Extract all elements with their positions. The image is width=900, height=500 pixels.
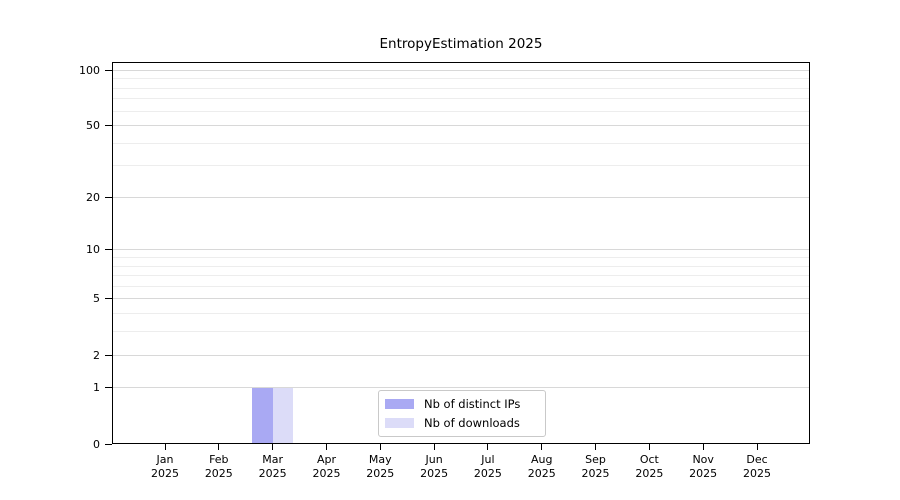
- y-tick-label: 50: [86, 119, 100, 133]
- y-gridline-minor: [112, 165, 810, 167]
- x-tick-label-may: May 2025: [348, 453, 412, 480]
- y-gridline-minor: [112, 110, 810, 112]
- x-tick-mark: [218, 444, 220, 450]
- y-gridline-major: [112, 387, 810, 389]
- x-tick-month: Oct: [639, 453, 659, 466]
- x-tick-mark: [702, 444, 704, 450]
- y-gridline-major: [112, 298, 810, 300]
- x-tick-mark: [433, 444, 435, 450]
- x-tick-year: 2025: [420, 466, 449, 480]
- x-tick-mark: [541, 444, 543, 450]
- x-tick-year: 2025: [258, 466, 287, 480]
- x-tick-year: 2025: [151, 466, 179, 480]
- x-tick-month: Jan: [156, 453, 174, 466]
- legend-item-distinct-ips: Nb of distinct IPs: [385, 395, 537, 413]
- x-tick-label-sep: Sep 2025: [564, 453, 628, 480]
- y-gridline-major: [112, 197, 810, 199]
- y-tick-label: 5: [93, 292, 100, 306]
- y-gridline-minor: [112, 257, 810, 259]
- x-tick-month: Aug: [530, 453, 553, 466]
- x-tick-label-feb: Feb 2025: [187, 453, 251, 480]
- x-tick-month: Jun: [425, 453, 443, 466]
- legend: Nb of distinct IPs Nb of downloads: [378, 390, 546, 437]
- x-tick-year: 2025: [312, 466, 341, 480]
- x-tick-year: 2025: [473, 466, 502, 480]
- legend-label-downloads: Nb of downloads: [424, 415, 520, 430]
- y-tick-label: 10: [86, 243, 100, 257]
- x-tick-year: 2025: [527, 466, 556, 480]
- y-tick-mark: [105, 354, 112, 356]
- x-tick-year: 2025: [635, 466, 664, 480]
- x-tick-mark: [272, 444, 274, 450]
- y-tick-mark: [105, 443, 112, 445]
- x-tick-mark: [379, 444, 381, 450]
- y-gridline-minor: [112, 98, 810, 100]
- y-gridline-minor: [112, 275, 810, 277]
- y-tick-mark: [105, 197, 112, 199]
- x-tick-year: 2025: [689, 466, 718, 480]
- x-tick-label-nov: Nov 2025: [671, 453, 735, 480]
- y-gridline-major: [112, 354, 810, 356]
- x-tick-month: Jul: [481, 453, 495, 466]
- x-tick-month: Mar: [262, 453, 283, 466]
- bar-nb-of-distinct-ips-mar: [251, 387, 273, 444]
- y-tick-label: 2: [93, 348, 100, 362]
- y-gridline-minor: [112, 142, 810, 144]
- x-tick-label-dec: Dec 2025: [725, 453, 789, 480]
- x-tick-label-aug: Aug 2025: [510, 453, 574, 480]
- y-tick-mark: [105, 125, 112, 127]
- y-gridline-minor: [112, 78, 810, 80]
- legend-swatch-distinct-ips: [385, 399, 414, 410]
- y-tick-label: 20: [86, 191, 100, 205]
- y-gridline-minor: [112, 265, 810, 267]
- x-tick-mark: [487, 444, 489, 450]
- x-tick-label-jan: Jan 2025: [133, 453, 197, 480]
- x-tick-year: 2025: [743, 466, 771, 480]
- x-tick-mark: [595, 444, 597, 450]
- legend-item-downloads: Nb of downloads: [385, 414, 537, 432]
- x-tick-year: 2025: [366, 466, 395, 480]
- x-tick-year: 2025: [204, 466, 233, 480]
- y-gridline-major: [112, 69, 810, 71]
- x-tick-month: Feb: [209, 453, 229, 466]
- x-tick-month: Apr: [316, 453, 336, 466]
- legend-swatch-downloads: [385, 417, 414, 428]
- y-gridline-minor: [112, 331, 810, 333]
- x-tick-label-mar: Mar 2025: [241, 453, 305, 480]
- y-tick-label: 1: [93, 381, 100, 395]
- y-tick-label: 0: [93, 437, 100, 451]
- bar-nb-of-downloads-mar: [272, 387, 294, 444]
- y-tick-mark: [105, 298, 112, 300]
- y-tick-mark: [105, 387, 112, 389]
- y-gridline-minor: [112, 87, 810, 89]
- x-tick-label-jul: Jul 2025: [456, 453, 520, 480]
- x-tick-year: 2025: [581, 466, 610, 480]
- x-tick-month: Nov: [692, 453, 714, 466]
- legend-label-distinct-ips: Nb of distinct IPs: [424, 397, 521, 412]
- x-tick-mark: [648, 444, 650, 450]
- x-tick-mark: [756, 444, 758, 450]
- x-tick-month: Sep: [585, 453, 606, 466]
- y-tick-mark: [105, 249, 112, 251]
- y-tick-mark: [105, 69, 112, 71]
- x-tick-mark: [164, 444, 166, 450]
- y-gridline-minor: [112, 285, 810, 287]
- x-tick-label-jun: Jun 2025: [402, 453, 466, 480]
- x-tick-label-apr: Apr 2025: [294, 453, 358, 480]
- x-tick-month: Dec: [746, 453, 768, 466]
- plot-frame: [112, 62, 810, 444]
- y-gridline-major: [112, 125, 810, 127]
- chart-title: EntropyEstimation 2025: [379, 36, 543, 52]
- y-tick-label: 100: [79, 63, 100, 77]
- y-gridline-major: [112, 249, 810, 251]
- x-tick-label-oct: Oct 2025: [617, 453, 681, 480]
- y-gridline-minor: [112, 313, 810, 315]
- x-tick-month: May: [368, 453, 392, 466]
- x-tick-mark: [325, 444, 327, 450]
